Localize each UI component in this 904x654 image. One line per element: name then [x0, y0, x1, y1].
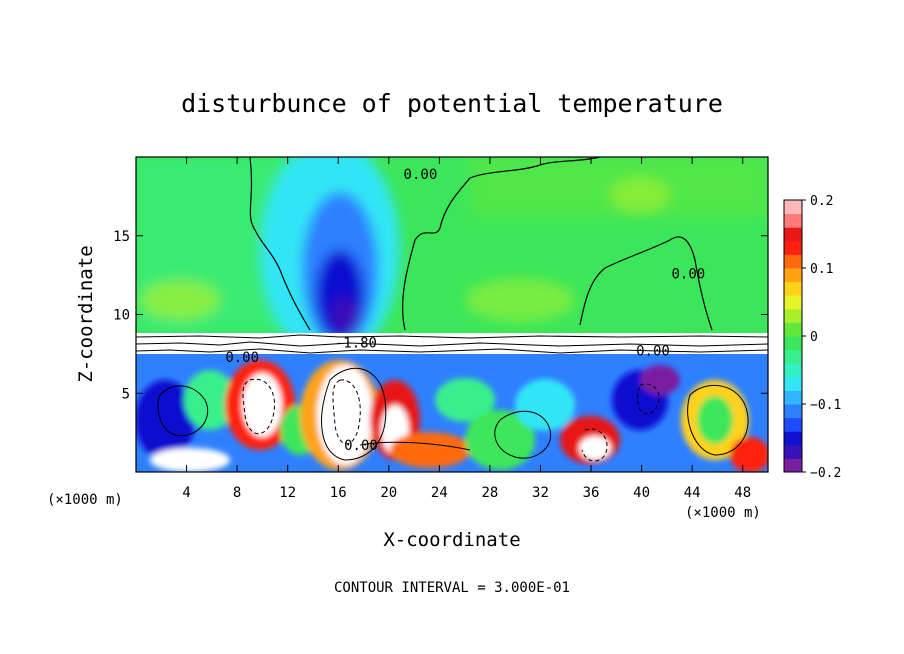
contour-labels: 0.00 0.00 0.00 -1.80 0.00 0.00: [225, 167, 705, 454]
x-tick-label: 32: [532, 485, 549, 501]
x-tick-label: 28: [481, 485, 498, 501]
colorbar-swatch: [784, 295, 802, 310]
x-tick-label: 8: [233, 485, 241, 501]
plot-area: 0.00 0.00 0.00 -1.80 0.00 0.00: [136, 157, 768, 472]
colorbar-swatch: [784, 431, 802, 446]
colorbar-swatch: [784, 390, 802, 405]
colorbar-swatch: [784, 349, 802, 364]
x-tick-label: 24: [431, 485, 448, 501]
colorbar-swatch: [784, 268, 802, 283]
colorbar-swatch: [784, 240, 802, 255]
colorbar-tick-label: 0.2: [810, 194, 833, 209]
colorbar-tick-label: −0.1: [810, 398, 841, 413]
lower-contour-lines: [157, 367, 749, 461]
colorbar-swatch: [784, 213, 802, 228]
x-tick-label: 4: [182, 485, 190, 501]
band-contour-lines: [136, 334, 768, 354]
y-tick-label: 5: [122, 386, 130, 402]
x-axis-label: X-coordinate: [383, 529, 520, 551]
colorbar-swatch: [784, 404, 802, 419]
contour-interval-text: CONTOUR INTERVAL = 3.000E-01: [334, 580, 570, 596]
dashed-contour-lines: [242, 378, 660, 462]
y-tick-label: 15: [113, 229, 130, 245]
colorbar-swatch: [784, 458, 802, 473]
field-upper-blobs: [136, 157, 768, 360]
x-unit-left: (×1000 m): [47, 492, 123, 508]
contour-label: 0.00: [672, 266, 706, 282]
colorbar-swatch: [784, 336, 802, 351]
x-tick-label: 36: [583, 485, 600, 501]
contour-label: -1.80: [335, 336, 377, 352]
colorbar-swatch: [784, 363, 802, 378]
colorbar-tick-label: −0.2: [810, 466, 841, 481]
contour-label: 0.00: [344, 438, 378, 454]
colorbar-swatch: [784, 322, 802, 337]
x-unit-right: (×1000 m): [685, 505, 761, 521]
colorbar: [784, 200, 802, 473]
x-tick-label: 16: [330, 485, 347, 501]
colorbar-swatch: [784, 227, 802, 242]
white-band: [136, 333, 768, 354]
y-axis-ticks: 5 10 15: [113, 229, 768, 402]
colorbar-swatch: [784, 281, 802, 296]
chart-title: disturbunce of potential temperature: [181, 89, 723, 118]
contour-label: 0.00: [404, 167, 438, 183]
contour-label: 0.00: [225, 350, 259, 366]
x-tick-label: 44: [684, 485, 701, 501]
y-tick-label: 10: [113, 308, 130, 324]
x-tick-label: 12: [279, 485, 296, 501]
y-axis-label: Z-coordinate: [75, 245, 97, 382]
field-lower-blobs: [136, 360, 768, 472]
colorbar-swatch: [784, 200, 802, 215]
x-tick-label: 48: [734, 485, 751, 501]
colorbar-swatch: [784, 254, 802, 269]
colorbar-ticks: 0.2 0.1 0 −0.1 −0.2: [802, 194, 841, 481]
x-tick-label: 40: [633, 485, 650, 501]
colorbar-tick-label: 0.1: [810, 262, 833, 277]
x-tick-label: 20: [380, 485, 397, 501]
upper-contour-lines: [249, 157, 713, 331]
colorbar-tick-label: 0: [810, 330, 818, 345]
colorbar-swatch: [784, 417, 802, 432]
colorbar-swatch: [784, 376, 802, 391]
contour-label: 0.00: [636, 343, 670, 359]
x-axis-ticks: 4 8 12 16 20 24 28 32 36 40 44 48: [182, 157, 751, 501]
colorbar-swatch: [784, 308, 802, 323]
colorbar-swatch: [784, 444, 802, 459]
